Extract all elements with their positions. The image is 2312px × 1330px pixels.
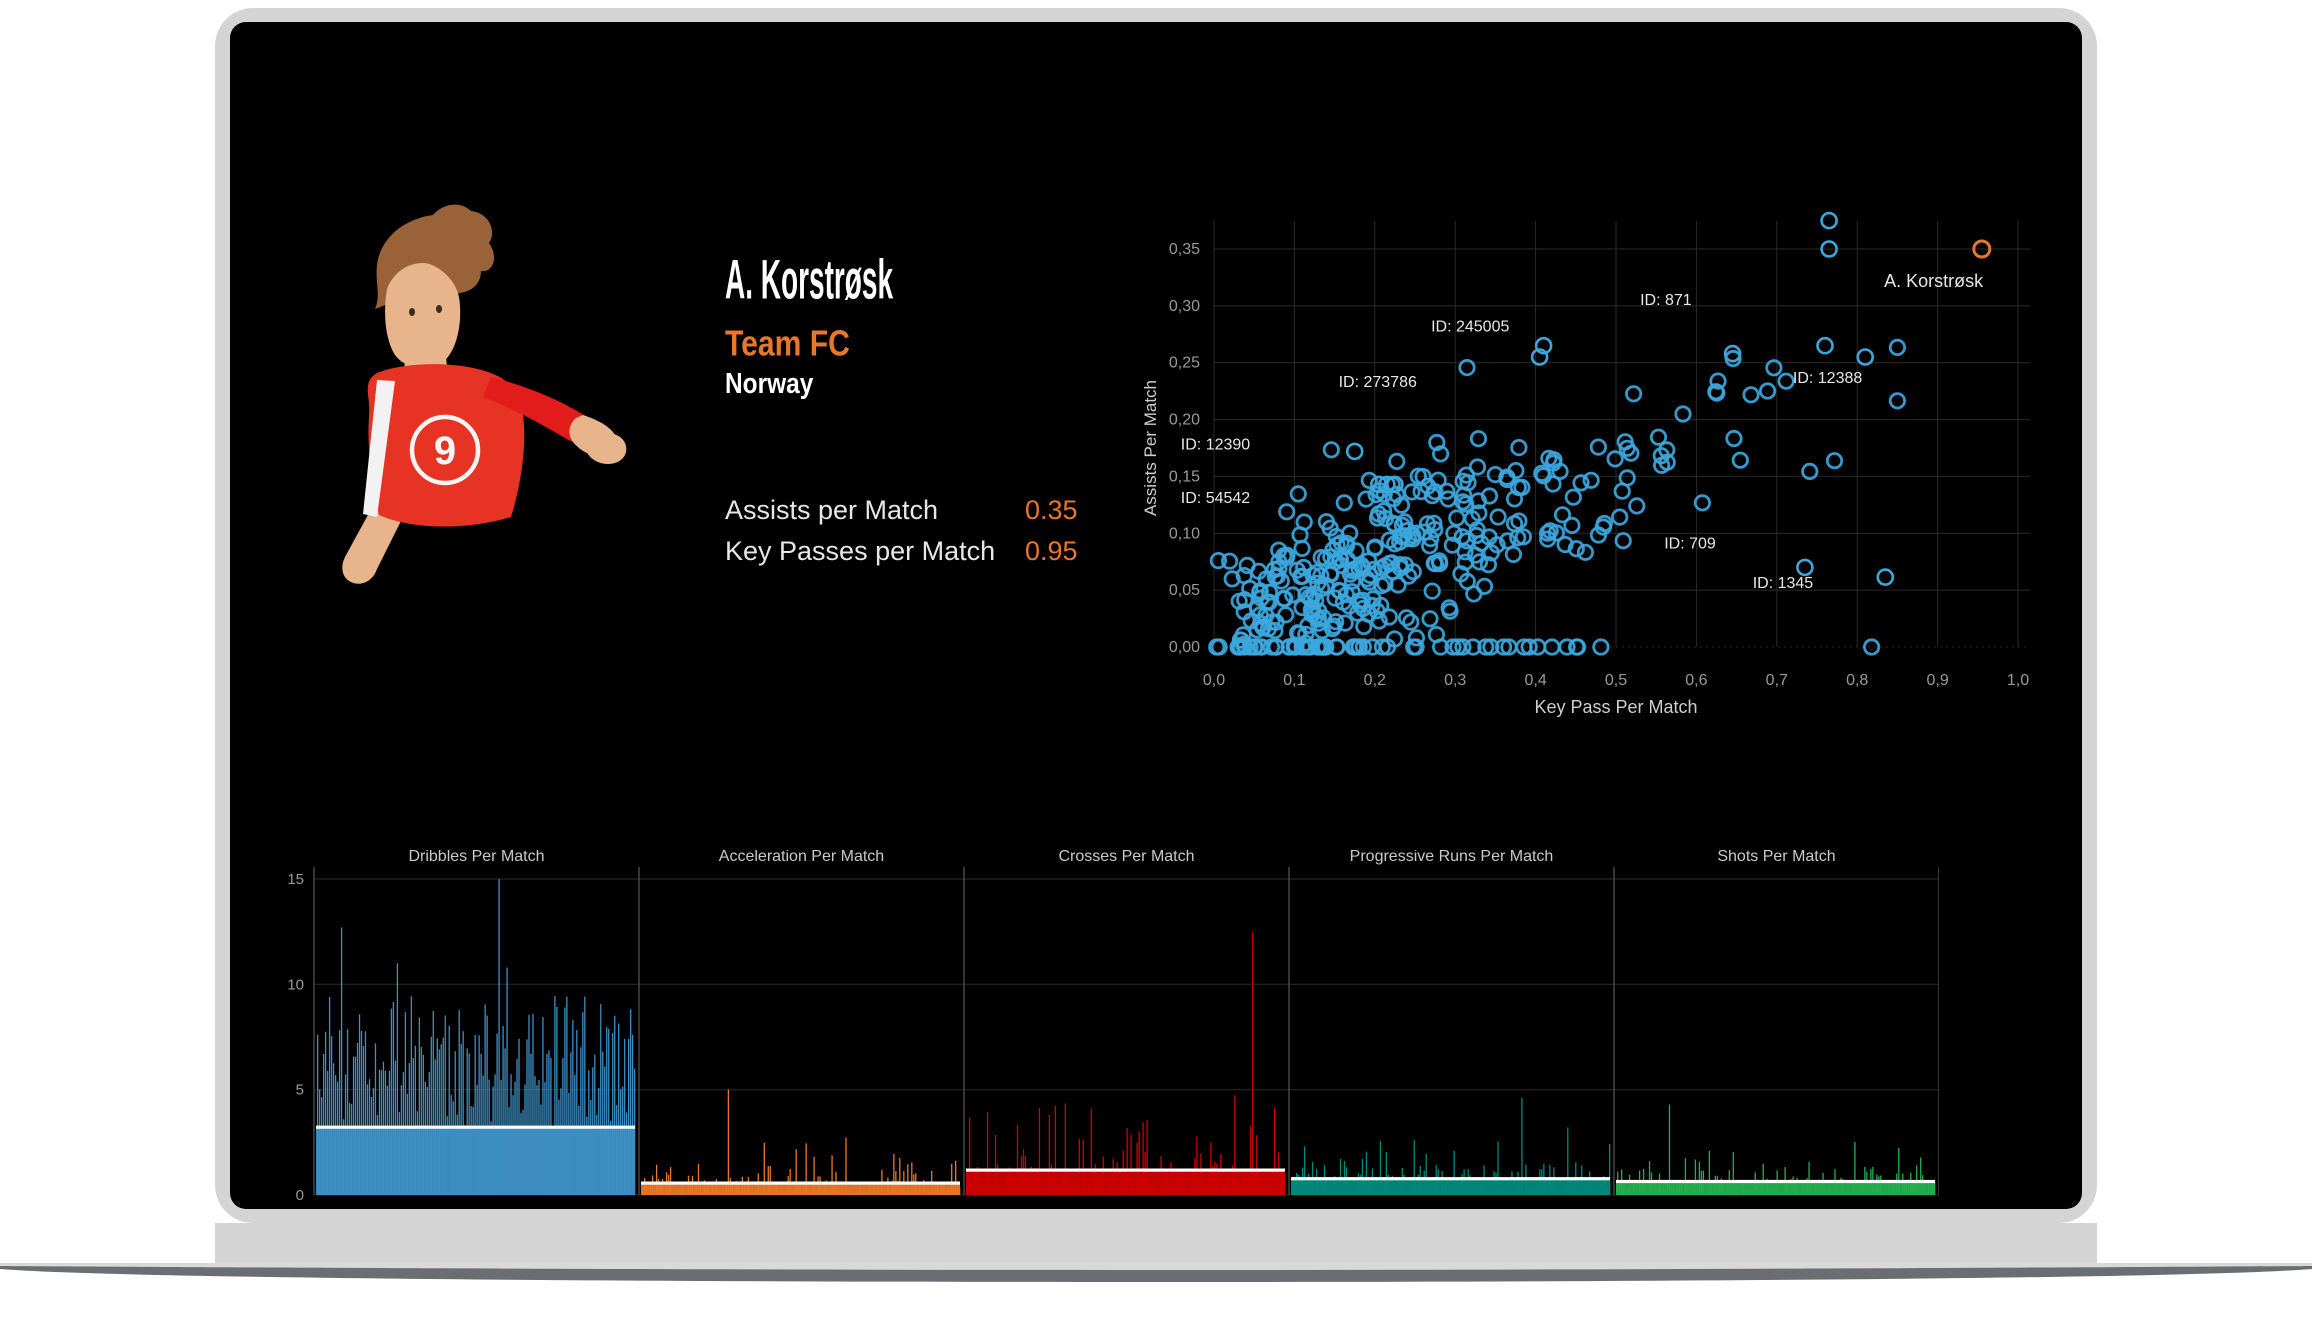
svg-text:0: 0 <box>296 1187 304 1204</box>
svg-text:9: 9 <box>434 429 456 473</box>
svg-text:0,0: 0,0 <box>1203 672 1225 689</box>
svg-text:ID: 12390: ID: 12390 <box>1181 436 1250 453</box>
svg-text:ID: 273786: ID: 273786 <box>1339 374 1417 391</box>
svg-text:Progressive Runs Per Match: Progressive Runs Per Match <box>1350 850 1554 865</box>
svg-text:0,1: 0,1 <box>1283 672 1305 689</box>
svg-text:ID: 12388: ID: 12388 <box>1793 370 1862 387</box>
svg-text:ID: 245005: ID: 245005 <box>1431 319 1509 336</box>
svg-text:0,25: 0,25 <box>1169 355 1200 372</box>
svg-text:10: 10 <box>287 976 304 993</box>
svg-text:Shots Per Match: Shots Per Match <box>1717 850 1835 865</box>
svg-text:Dribbles Per Match: Dribbles Per Match <box>408 850 544 865</box>
svg-text:0,10: 0,10 <box>1169 525 1200 542</box>
svg-text:0,6: 0,6 <box>1685 672 1707 689</box>
svg-text:0,05: 0,05 <box>1169 582 1200 599</box>
svg-text:0,30: 0,30 <box>1169 298 1200 315</box>
svg-text:0,15: 0,15 <box>1169 468 1200 485</box>
svg-text:ID: 709: ID: 709 <box>1664 535 1716 552</box>
svg-text:0,5: 0,5 <box>1605 672 1627 689</box>
svg-text:Acceleration Per Match: Acceleration Per Match <box>719 850 884 865</box>
svg-text:ID: 871: ID: 871 <box>1640 292 1692 309</box>
svg-text:0,2: 0,2 <box>1364 672 1386 689</box>
svg-text:1,0: 1,0 <box>2007 672 2029 689</box>
svg-text:Crosses Per Match: Crosses Per Match <box>1058 850 1194 865</box>
svg-text:0,35: 0,35 <box>1169 241 1200 258</box>
svg-text:ID: 54542: ID: 54542 <box>1181 490 1250 507</box>
svg-text:0,7: 0,7 <box>1766 672 1788 689</box>
svg-text:0,9: 0,9 <box>1926 672 1948 689</box>
svg-text:Assists Per Match: Assists Per Match <box>1141 380 1160 516</box>
svg-text:0,8: 0,8 <box>1846 672 1868 689</box>
svg-text:Key Pass Per Match: Key Pass Per Match <box>1534 697 1697 717</box>
svg-text:0,3: 0,3 <box>1444 672 1466 689</box>
svg-text:A. Korstrøsk: A. Korstrøsk <box>1884 271 1984 291</box>
svg-text:5: 5 <box>296 1082 304 1099</box>
svg-text:ID: 1345: ID: 1345 <box>1753 575 1814 592</box>
svg-text:0,4: 0,4 <box>1524 672 1546 689</box>
svg-text:0,00: 0,00 <box>1169 639 1200 656</box>
svg-text:0,20: 0,20 <box>1169 412 1200 429</box>
svg-text:15: 15 <box>287 871 304 888</box>
